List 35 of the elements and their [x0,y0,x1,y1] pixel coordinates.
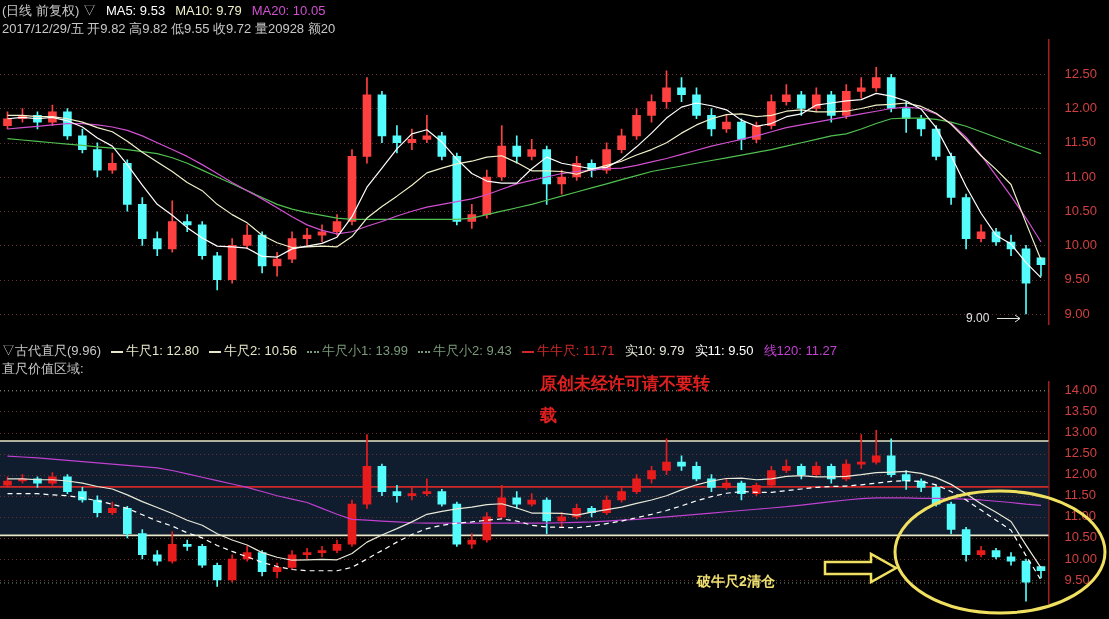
y-tick-label: 9.50 [1064,271,1090,287]
y-tick-label: 10.50 [1064,529,1098,545]
y-tick-label: 10.50 [1064,202,1098,218]
y-tick-label: 11.00 [1064,168,1097,184]
y-tick-label: 11.50 [1064,134,1097,150]
legend-label: 牛尺2: 10.56 [223,343,297,358]
legend-label: 牛尺小1: 13.99 [321,343,408,358]
y-tick-label: 11.50 [1064,487,1097,503]
annotation: 9.00 [966,311,991,325]
text: 实10: 9.79 [624,343,685,358]
y-tick-label: 12.00 [1064,100,1098,116]
chart-title: ▽古代直尺(9.96) [2,343,101,358]
y-tick-label: 9.00 [1064,305,1090,321]
text: MA20: 10.05 [251,3,326,18]
y-tick-label: 12.50 [1064,445,1098,461]
annotation: 原创未经许可请不要转载 [540,373,711,428]
legend-label: 牛牛尺: 11.71 [536,343,615,358]
text: MA10: 9.79 [175,3,242,18]
text: 线120: 11.27 [763,343,838,358]
y-tick-label: 10.00 [1064,550,1098,566]
y-tick-label: 10.00 [1064,237,1098,253]
y-tick-label: 9.50 [1064,571,1090,587]
legend-label: 牛尺1: 12.80 [125,343,199,358]
y-tick-label: 14.00 [1064,382,1098,397]
y-tick-label: 12.00 [1064,466,1098,482]
annotation: 破牛尺2清仓 [697,572,776,591]
chart-subtitle: 直尺价值区域: [2,361,84,376]
y-tick-label: 13.50 [1064,403,1098,419]
legend-label: 牛尺小2: 9.43 [432,343,512,358]
chart-title: (日线 前复权) ▽ [2,3,96,18]
y-tick-label: 12.50 [1064,65,1098,81]
text: 实11: 9.50 [694,343,754,358]
text: MA5: 9.53 [105,3,166,18]
y-tick-label: 13.00 [1064,424,1098,440]
chart-subtitle: 2017/12/29/五 开9.82 高9.82 低9.55 收9.72 量20928 额20 [2,20,336,38]
